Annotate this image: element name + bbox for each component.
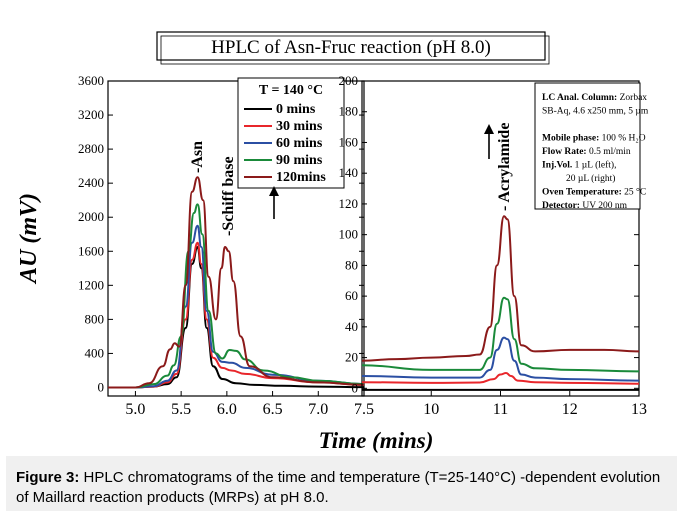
x-tick-label: 6.5 (263, 401, 283, 418)
y-tick-label: 400 (85, 345, 105, 360)
info-box-frame (534, 82, 641, 210)
info-box: LC Anal. Column: Zorbax SB-Aq, 4.6 x250 m… (534, 82, 649, 211)
x-tick-label: 5.5 (171, 401, 191, 418)
y-tick-label: 40 (345, 319, 358, 334)
caption-label: Figure 3: (16, 469, 80, 486)
x-tick-label: 13 (631, 401, 647, 418)
info-key: LC Anal. Column: (542, 93, 617, 103)
info-line: Inj.Vol. 1 µL (left), (542, 160, 616, 171)
y-tick-label: 160 (339, 134, 359, 149)
legend-item: 0 mins (276, 102, 316, 117)
y-tick-label: 180 (339, 104, 359, 119)
y-tick-label: 80 (345, 257, 358, 272)
y-tick-label: 3600 (78, 73, 104, 88)
y-tick-label: 1600 (78, 243, 104, 258)
y-tick-label: 2400 (78, 175, 104, 190)
series-line-0-mins (108, 245, 365, 389)
y-tick-label: 120 (339, 196, 359, 211)
legend: T = 140 °C 0 mins 30 mins 60 mins 90 mins 120… (237, 77, 345, 189)
series-line-90-mins (361, 296, 640, 373)
legend-item: 90 mins (276, 153, 323, 168)
y-tick-label: 0 (352, 380, 359, 395)
legend-title: T = 140 °C (259, 83, 323, 98)
caption-text: HPLC chromatograms of the time and tempe… (16, 469, 661, 506)
chart-svg: HPLC of Asn-Fruc reaction (pH 8.0) 04008… (16, 31, 649, 453)
x-tick-label: 5.0 (125, 401, 145, 418)
series-line-120mins (361, 215, 640, 362)
info-value: 1 µL (left), (572, 160, 616, 171)
x-tick-label: 6.0 (217, 401, 237, 418)
legend-box (237, 77, 345, 189)
annotation-schiff-base: -Schiff base (220, 156, 237, 236)
info-value: 0.5 ml/min (587, 147, 631, 157)
x-tick-label: 11 (493, 401, 508, 418)
x-tick-label: 10 (423, 401, 439, 418)
info-line: SB-Aq, 4.6 x250 mm, 5 µm (542, 107, 649, 117)
info-value: Zorbax (617, 93, 647, 103)
series-line-30-mins (361, 371, 640, 385)
legend-item: 60 mins (276, 136, 323, 151)
title-box-shadow (160, 35, 550, 65)
y-tick-label: 2800 (78, 141, 104, 156)
y-tick-label: 2000 (78, 209, 104, 224)
right-plot: 0 20 40 60 80 100 120 140 160 180 200 10 11 12 13 Time … (319, 73, 649, 453)
y-tick-label: 20 (345, 350, 358, 365)
info-line: Mobile phase: 100 % H₂O (542, 134, 646, 144)
arrow-up-icon-head (484, 124, 494, 134)
y-tick-label: 60 (345, 288, 358, 303)
y-tick-label: 100 (339, 227, 359, 242)
chart-panel: HPLC of Asn-Fruc reaction (pH 8.0) 0 400 8… (6, 6, 677, 456)
info-key: Inj.Vol. (542, 161, 572, 171)
series-line-120mins (108, 176, 365, 389)
legend-item: 120mins (276, 170, 326, 185)
info-line: Detector: UV 200 nm (542, 201, 628, 211)
figure: HPLC of Asn-Fruc reaction (pH 8.0) 0 400 8… (6, 6, 677, 511)
x-tick-label: 7.0 (308, 401, 328, 418)
arrow-up-icon-head (269, 186, 279, 196)
info-value: 25 °C (622, 187, 646, 198)
y-tick-label: 0 (98, 379, 105, 394)
y-tick-label: 800 (85, 311, 105, 326)
x-axis-label: Time (mins) (319, 428, 434, 453)
x-tick-label: 12 (562, 401, 578, 418)
series-line-60-mins (361, 336, 640, 382)
info-key: Mobile phase: (542, 134, 599, 144)
series-line-30-mins (108, 241, 365, 389)
y-tick-label: 1200 (78, 277, 104, 292)
plot-frame (107, 80, 365, 397)
y-tick-label: 140 (339, 165, 359, 180)
y-axis-label: AU (mV) (16, 193, 42, 285)
info-key: Oven Temperature: (542, 188, 622, 198)
annotation-acrylamide: - Acrylamide (496, 123, 513, 211)
info-line: Oven Temperature: 25 °C (542, 187, 646, 198)
annotation-asn: -Asn (189, 141, 206, 173)
y-tick-label: 3200 (78, 107, 104, 122)
info-value: SB-Aq, 4.6 x250 mm, 5 µm (542, 107, 649, 117)
info-value: 100 % H₂O (599, 134, 645, 144)
figure-title: HPLC of Asn-Fruc reaction (pH 8.0) (211, 37, 491, 58)
info-line: Flow Rate: 0.5 ml/min (542, 147, 631, 157)
info-line: LC Anal. Column: Zorbax (542, 93, 647, 103)
info-value: UV 200 nm (580, 201, 628, 211)
info-key: Flow Rate: (542, 147, 587, 157)
info-key: Detector: (542, 201, 580, 211)
legend-item: 30 mins (276, 119, 323, 134)
info-value: 20 µL (right) (566, 173, 615, 184)
title-box (156, 31, 546, 61)
figure-caption: Figure 3: HPLC chromatograms of the time… (16, 468, 671, 508)
info-line: 20 µL (right) (566, 173, 615, 184)
series-line-60-mins (108, 224, 365, 389)
x-tick-label: 7.5 (354, 401, 374, 418)
y-tick-label: 200 (339, 73, 359, 88)
